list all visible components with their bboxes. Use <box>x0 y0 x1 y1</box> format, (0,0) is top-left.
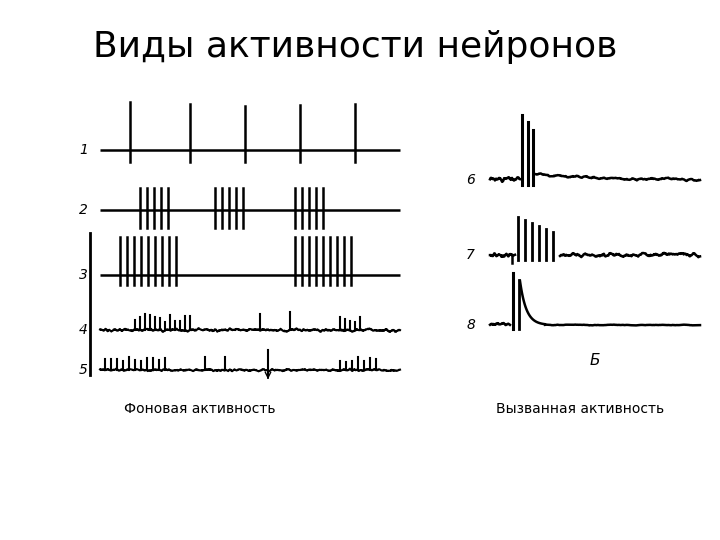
Text: 3: 3 <box>79 268 88 282</box>
Text: 2: 2 <box>79 203 88 217</box>
Text: 7: 7 <box>466 248 475 262</box>
Text: Фоновая активность: Фоновая активность <box>125 402 276 416</box>
Text: 8: 8 <box>466 318 475 332</box>
Text: Вызванная активность: Вызванная активность <box>496 402 664 416</box>
Text: 5: 5 <box>79 363 88 377</box>
Text: 1: 1 <box>79 143 88 157</box>
Text: Б: Б <box>590 353 600 368</box>
Text: Виды активности нейронов: Виды активности нейронов <box>93 30 617 64</box>
Text: 4: 4 <box>79 323 88 337</box>
Text: 6: 6 <box>466 173 475 187</box>
